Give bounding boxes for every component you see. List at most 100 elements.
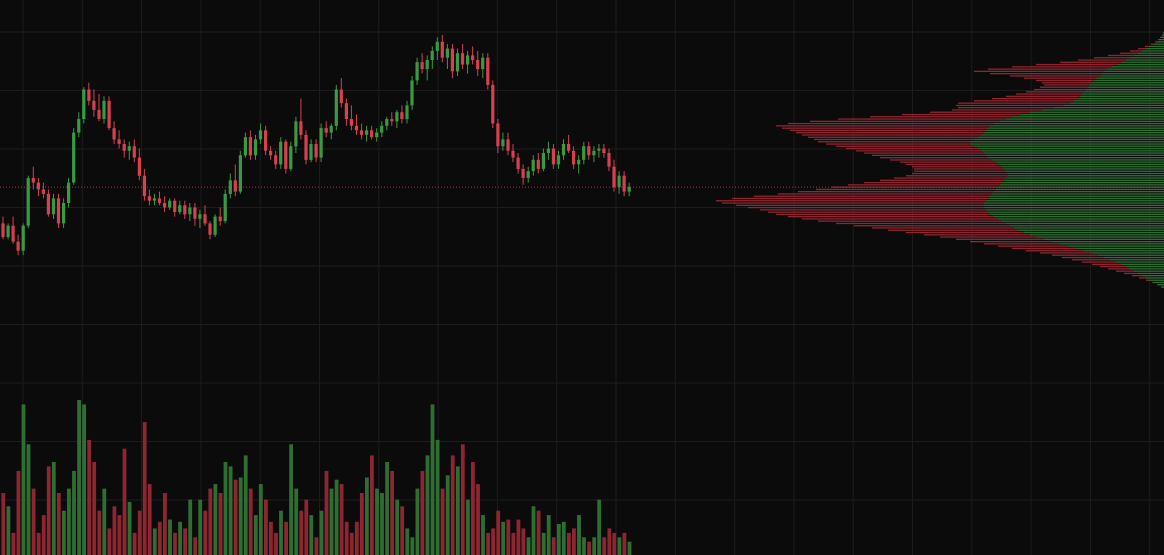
candle — [375, 128, 379, 142]
volume-bar — [607, 528, 612, 555]
volume-profile-bar-sell — [924, 234, 1030, 236]
candle-body — [102, 100, 106, 119]
volume-profile-bar-sell — [716, 200, 986, 202]
candle-body — [112, 128, 116, 140]
volume-profile-bar-buy — [1096, 77, 1164, 79]
volume-bar — [612, 532, 617, 555]
candle-body — [92, 100, 96, 110]
volume-profile-bar-buy — [1052, 241, 1164, 243]
candle-body — [501, 139, 505, 147]
candle-body — [16, 241, 20, 251]
volume-profile-bar-buy — [1006, 170, 1164, 172]
volume-bar — [617, 537, 622, 555]
candle-body — [587, 146, 591, 156]
volume-profile-bar-sell — [1044, 84, 1090, 86]
candle-body — [188, 207, 192, 215]
candle — [117, 130, 121, 149]
volume-profile-bar-sell — [958, 102, 1070, 104]
volume-profile-bar-buy — [984, 204, 1164, 206]
volume-profile-bar-sell — [1062, 256, 1104, 259]
candle-body — [526, 171, 530, 178]
volume-bar — [208, 488, 213, 555]
volume-profile-bar-buy — [1030, 234, 1164, 236]
volume-bar — [284, 521, 288, 555]
candle-body — [178, 205, 182, 213]
candle-body — [11, 225, 15, 242]
volume-profile-bar-buy — [1159, 38, 1164, 41]
volume-profile-bar-buy — [1082, 93, 1164, 95]
volume-bars — [1, 400, 632, 555]
candle-body — [233, 180, 237, 192]
volume-profile-bar-sell — [732, 197, 988, 200]
volume-bar — [107, 528, 112, 555]
candle — [77, 112, 81, 138]
candle — [334, 84, 338, 131]
candle-body — [556, 155, 561, 165]
volume-profile-bar-buy — [1146, 48, 1164, 50]
candle-body — [21, 225, 25, 251]
candle — [178, 200, 182, 215]
volume-profile-bar-sell — [1040, 86, 1088, 88]
candle-body — [26, 178, 30, 226]
volume-profile-bar-buy — [992, 193, 1164, 195]
candle — [21, 223, 25, 256]
candle — [218, 207, 222, 226]
volume-bar — [36, 532, 41, 555]
volume-profile-bar-sell — [870, 116, 1012, 118]
candle — [365, 125, 369, 142]
volume-profile-bar-buy — [1104, 70, 1164, 72]
volume-profile-bar-sell — [768, 211, 988, 213]
volume-profile-bar-buy — [1036, 236, 1164, 238]
volume-profile-bar-buy — [1006, 222, 1164, 225]
candle — [309, 139, 313, 163]
volume-bar — [476, 484, 480, 555]
candle-body — [228, 180, 232, 194]
candle-body — [415, 62, 419, 81]
volume-bar — [157, 521, 162, 555]
candle-body — [506, 139, 510, 151]
volume-profile-bar-sell — [1100, 265, 1126, 268]
volume-bar — [62, 510, 66, 555]
candle — [425, 55, 429, 81]
volume-profile-bar-buy — [986, 200, 1164, 202]
candle-body — [400, 112, 404, 119]
candle-body — [56, 198, 61, 224]
volume-bar — [365, 477, 369, 555]
candle — [344, 98, 348, 126]
candle — [460, 44, 465, 69]
volume-bar — [359, 493, 364, 555]
candle — [531, 155, 535, 176]
volume-bar — [435, 439, 440, 555]
volume-profile-bar-sell — [816, 188, 996, 191]
volume-bar — [334, 479, 339, 555]
volume-profile-bar-buy — [1150, 45, 1164, 48]
candle — [435, 37, 439, 60]
volume-profile-bar-sell — [1130, 50, 1142, 52]
volume-profile-bar-sell — [736, 204, 984, 206]
candle — [582, 141, 586, 165]
volume-bar — [511, 532, 516, 555]
candle — [198, 209, 202, 228]
volume-profile-bar-sell — [1157, 284, 1158, 286]
volume-bar — [390, 470, 394, 555]
volume-profile-bar-buy — [1000, 184, 1164, 186]
volume-profile-bar-buy — [1092, 82, 1164, 84]
volume-bar — [460, 444, 465, 555]
volume-profile-bar-sell — [778, 193, 992, 195]
candle-body — [511, 150, 515, 158]
candle-body — [243, 137, 247, 156]
volume-bar — [82, 404, 86, 555]
candle — [51, 193, 56, 219]
volume-profile-bar-buy — [986, 154, 1164, 156]
candle-body — [521, 168, 525, 178]
volume-profile-bar-buy — [1054, 107, 1164, 109]
volume-profile-bar-buy — [990, 125, 1164, 127]
volume-bar — [213, 484, 218, 555]
volume-profile-bar-buy — [1102, 73, 1164, 75]
candle — [491, 80, 495, 129]
volume-profile-bar-buy — [1134, 54, 1164, 57]
candle-body — [152, 198, 157, 201]
volume-profile-bar-buy — [1008, 172, 1164, 175]
